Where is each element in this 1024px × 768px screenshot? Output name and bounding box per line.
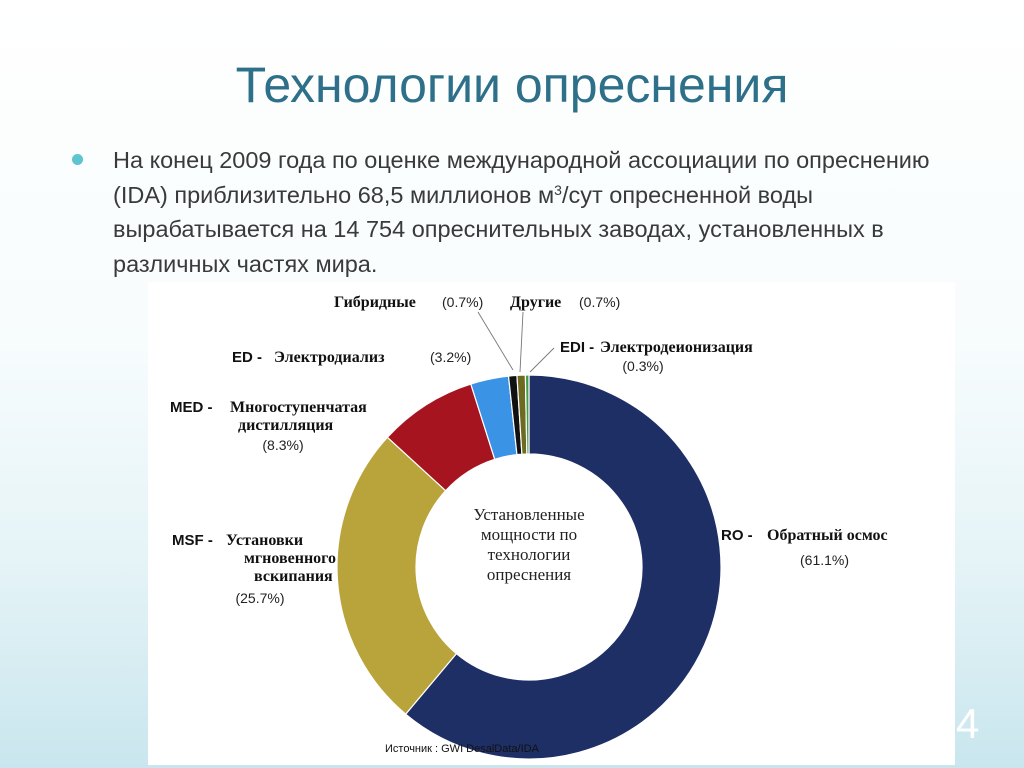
label-msf-code: MSF - <box>172 532 213 549</box>
slice-edi <box>524 374 530 455</box>
label-hybrid-name: Гибридные <box>334 294 416 311</box>
label-ed-pct: (3.2%) <box>430 349 471 365</box>
leader-line-hybrid <box>477 311 514 371</box>
page-number: 4 <box>956 700 980 747</box>
label-hybrid-pct: (0.7%) <box>442 294 483 310</box>
label-edi-pct: (0.3%) <box>622 358 663 374</box>
chart-figure: RO - Обратный осмос (61.1%) MSF - Установки м… <box>148 282 955 765</box>
center-label-line: технологии <box>488 545 571 564</box>
label-med-pct: (8.3%) <box>262 437 303 453</box>
bullet-text: На конец 2009 года по оценке международн… <box>113 143 962 281</box>
label-other-name: Другие <box>510 294 561 311</box>
label-edi-code: EDI - <box>560 339 594 356</box>
label-med-name-line: дистилляция <box>238 417 334 434</box>
bullet-dot-icon <box>72 154 83 165</box>
center-label-line: опреснения <box>487 565 571 584</box>
label-msf-pct: (25.7%) <box>235 590 284 606</box>
bullet-item: На конец 2009 года по оценке международн… <box>72 143 962 281</box>
slice-msf <box>336 436 458 716</box>
donut-chart: RO - Обратный осмос(61.1%)MSF - Установким… <box>170 294 888 760</box>
label-msf-name-line: Установки <box>226 532 303 549</box>
label-med-name-line: Многоступенчатая <box>230 399 367 416</box>
label-ro-pct: (61.1%) <box>800 552 849 568</box>
center-label-line: Установленные <box>473 505 584 524</box>
label-ro-name: Обратный осмос <box>767 527 888 544</box>
label-ro-code: RO - <box>721 527 753 544</box>
label-other-pct: (0.7%) <box>579 294 620 310</box>
label-msf-name-line: вскипания <box>254 568 333 585</box>
source-note: Источник : GWI DesalData/IDA <box>385 743 540 755</box>
bullet-text-part-2: /сут опресненной воды вырабатывается на … <box>113 181 884 277</box>
slide-title: Технологии опреснения <box>235 57 789 113</box>
slice-ro <box>404 374 722 760</box>
center-label-line: мощности по <box>481 525 577 544</box>
label-edi-name: Электродеионизация <box>600 339 753 356</box>
label-ed-name: Электродиализ <box>274 349 385 366</box>
leader-line-edi <box>529 347 555 373</box>
label-msf-name-line: мгновенного <box>244 550 336 567</box>
label-ed-code: ED - <box>232 349 262 366</box>
label-med-code: MED - <box>170 399 213 416</box>
leader-line-other <box>519 311 524 373</box>
bullet-superscript: 3 <box>554 181 562 198</box>
bullet-text-part-1: На конец 2009 года по оценке международн… <box>113 147 930 208</box>
